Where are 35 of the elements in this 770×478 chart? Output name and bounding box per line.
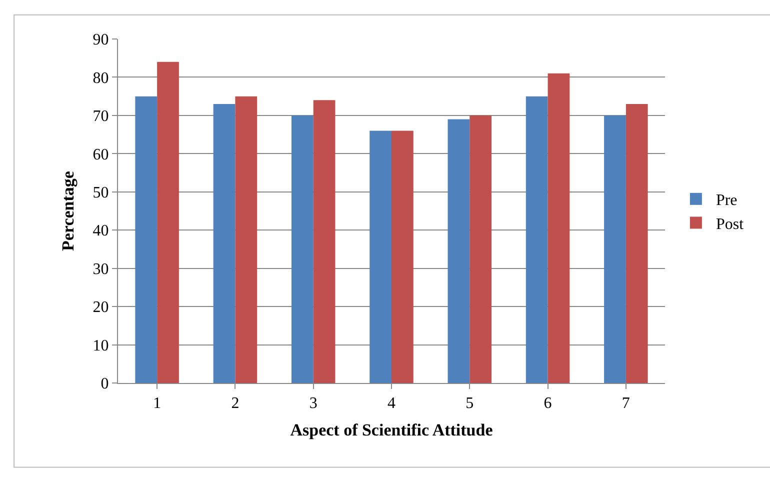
bar xyxy=(370,130,392,383)
bar xyxy=(548,73,570,383)
y-tick-label: 60 xyxy=(92,146,109,164)
legend-label: Post xyxy=(716,216,744,233)
y-tick-label: 50 xyxy=(92,184,109,202)
bar xyxy=(313,100,336,383)
y-tick-label: 30 xyxy=(92,260,109,278)
bar xyxy=(448,119,470,383)
y-tick-label: 80 xyxy=(92,70,109,87)
y-tick-label: 20 xyxy=(92,299,109,316)
y-tick-label: 90 xyxy=(92,32,109,49)
x-tick-label: 2 xyxy=(231,395,240,412)
bar xyxy=(626,104,648,383)
x-tick-label: 5 xyxy=(466,395,474,412)
y-tick-label: 0 xyxy=(100,376,109,393)
bar xyxy=(157,62,179,383)
y-axis-title: Percentage xyxy=(58,170,78,251)
bar xyxy=(291,115,314,383)
y-tick-label: 70 xyxy=(92,108,109,126)
bar xyxy=(213,104,236,383)
x-tick-label: 3 xyxy=(309,395,318,412)
bar xyxy=(235,96,258,383)
bar xyxy=(604,115,626,383)
bar xyxy=(392,130,414,383)
x-tick-label: 1 xyxy=(153,395,162,412)
y-tick-label: 10 xyxy=(92,337,109,354)
legend-label: Pre xyxy=(716,192,738,210)
bar xyxy=(526,96,548,383)
x-tick-label: 7 xyxy=(622,395,630,412)
x-tick-label: 6 xyxy=(544,395,552,412)
bar xyxy=(135,96,158,383)
y-tick-label: 40 xyxy=(92,222,109,240)
x-axis-title: Aspect of Scientific Attitude xyxy=(290,420,494,440)
x-tick-label: 4 xyxy=(388,395,396,412)
bar xyxy=(470,115,492,383)
